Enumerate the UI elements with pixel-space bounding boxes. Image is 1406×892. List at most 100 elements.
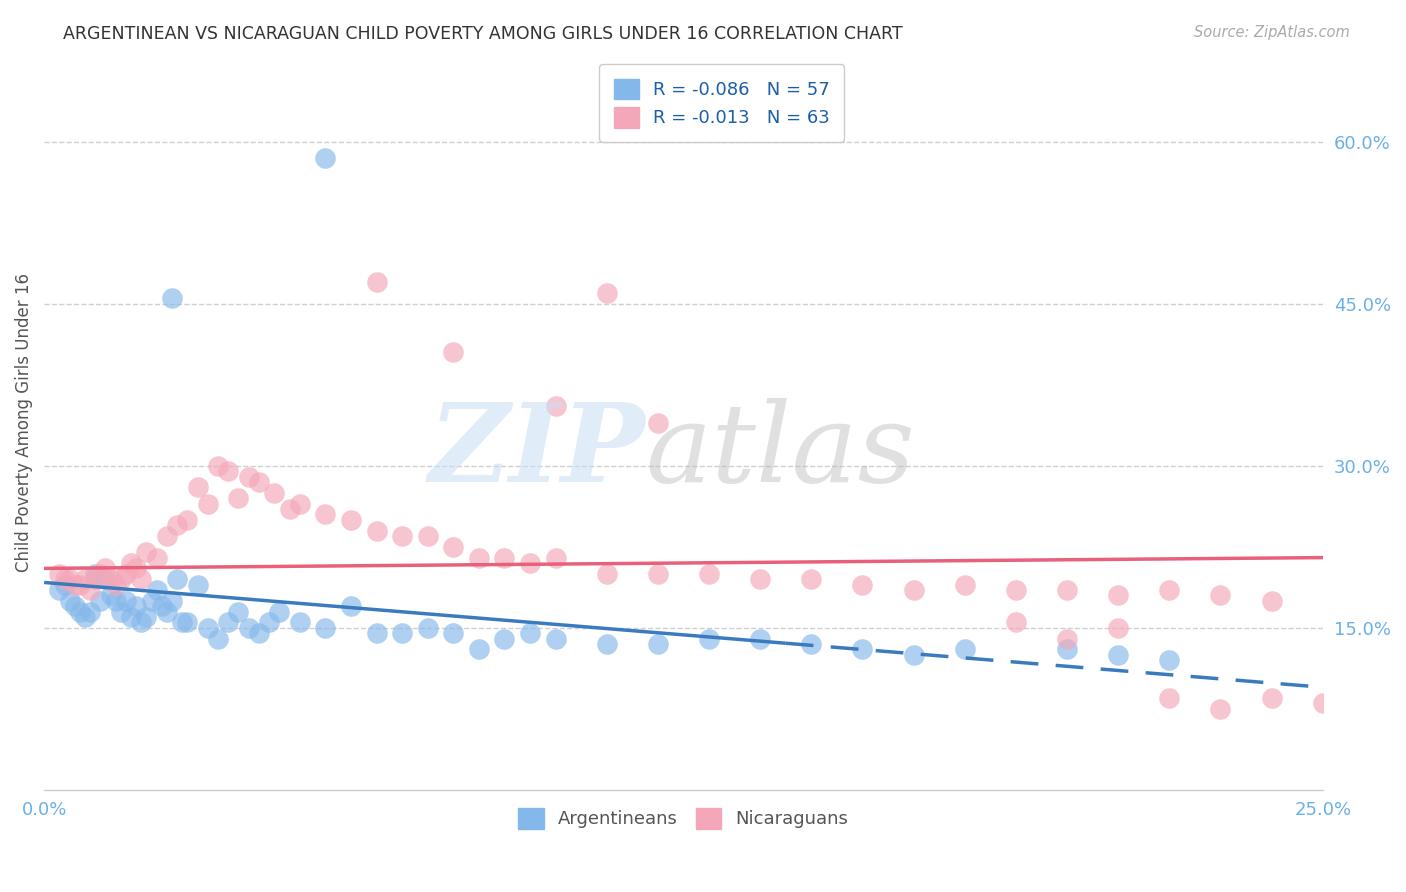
Point xyxy=(441,626,464,640)
Point xyxy=(89,566,111,581)
Point xyxy=(314,621,336,635)
Legend: Argentineans, Nicaraguans: Argentineans, Nicaraguans xyxy=(512,801,856,836)
Point xyxy=(59,572,82,586)
Point xyxy=(79,605,101,619)
Point xyxy=(416,529,439,543)
Point xyxy=(94,561,117,575)
Point xyxy=(544,400,567,414)
Point xyxy=(494,632,516,646)
Point xyxy=(647,637,669,651)
Point xyxy=(53,577,76,591)
Text: ARGENTINEAN VS NICARAGUAN CHILD POVERTY AMONG GIRLS UNDER 16 CORRELATION CHART: ARGENTINEAN VS NICARAGUAN CHILD POVERTY … xyxy=(63,25,903,43)
Point xyxy=(156,529,179,543)
Point xyxy=(104,577,127,591)
Point xyxy=(94,572,117,586)
Point xyxy=(391,529,413,543)
Point xyxy=(391,626,413,640)
Point xyxy=(953,642,976,657)
Point xyxy=(288,497,311,511)
Point xyxy=(1005,582,1028,597)
Point xyxy=(903,582,925,597)
Point xyxy=(187,480,209,494)
Point xyxy=(851,577,873,591)
Point xyxy=(494,550,516,565)
Text: atlas: atlas xyxy=(645,398,915,506)
Point xyxy=(120,556,142,570)
Point xyxy=(125,599,148,614)
Point xyxy=(129,615,152,630)
Point xyxy=(110,605,132,619)
Point xyxy=(145,550,167,565)
Point xyxy=(314,508,336,522)
Point xyxy=(141,594,163,608)
Point xyxy=(441,345,464,359)
Point xyxy=(228,605,250,619)
Point xyxy=(125,561,148,575)
Point xyxy=(207,458,229,473)
Point xyxy=(278,502,301,516)
Point xyxy=(544,632,567,646)
Point xyxy=(84,566,107,581)
Point xyxy=(247,626,270,640)
Point xyxy=(228,491,250,505)
Point xyxy=(1056,642,1078,657)
Point xyxy=(596,637,619,651)
Point xyxy=(1159,691,1181,706)
Point xyxy=(73,610,96,624)
Point xyxy=(217,615,239,630)
Point xyxy=(176,615,198,630)
Point xyxy=(1107,621,1129,635)
Point xyxy=(238,621,260,635)
Point xyxy=(1260,691,1282,706)
Point xyxy=(73,572,96,586)
Point xyxy=(1209,589,1232,603)
Point xyxy=(187,577,209,591)
Point xyxy=(468,550,491,565)
Point xyxy=(468,642,491,657)
Point xyxy=(217,464,239,478)
Point xyxy=(207,632,229,646)
Point xyxy=(1056,632,1078,646)
Point xyxy=(120,610,142,624)
Point xyxy=(150,599,173,614)
Point xyxy=(800,637,823,651)
Point xyxy=(288,615,311,630)
Point xyxy=(238,469,260,483)
Point xyxy=(314,151,336,165)
Point xyxy=(79,582,101,597)
Point xyxy=(519,626,541,640)
Point xyxy=(749,572,772,586)
Point xyxy=(53,572,76,586)
Point xyxy=(366,626,388,640)
Point xyxy=(48,566,70,581)
Point xyxy=(1056,582,1078,597)
Point xyxy=(59,594,82,608)
Point xyxy=(1005,615,1028,630)
Point xyxy=(544,550,567,565)
Point xyxy=(110,572,132,586)
Point xyxy=(247,475,270,489)
Point xyxy=(903,648,925,662)
Text: ZIP: ZIP xyxy=(429,398,645,506)
Point xyxy=(851,642,873,657)
Point xyxy=(519,556,541,570)
Point xyxy=(1107,589,1129,603)
Point xyxy=(197,621,219,635)
Point xyxy=(263,485,285,500)
Point xyxy=(596,285,619,300)
Point xyxy=(596,566,619,581)
Point xyxy=(156,605,179,619)
Point xyxy=(441,540,464,554)
Point xyxy=(69,577,91,591)
Point xyxy=(176,513,198,527)
Point xyxy=(416,621,439,635)
Point xyxy=(100,589,122,603)
Point xyxy=(63,599,86,614)
Point xyxy=(63,577,86,591)
Text: Source: ZipAtlas.com: Source: ZipAtlas.com xyxy=(1194,25,1350,40)
Point xyxy=(647,416,669,430)
Y-axis label: Child Poverty Among Girls Under 16: Child Poverty Among Girls Under 16 xyxy=(15,273,32,572)
Point xyxy=(145,582,167,597)
Point xyxy=(647,566,669,581)
Point xyxy=(166,518,188,533)
